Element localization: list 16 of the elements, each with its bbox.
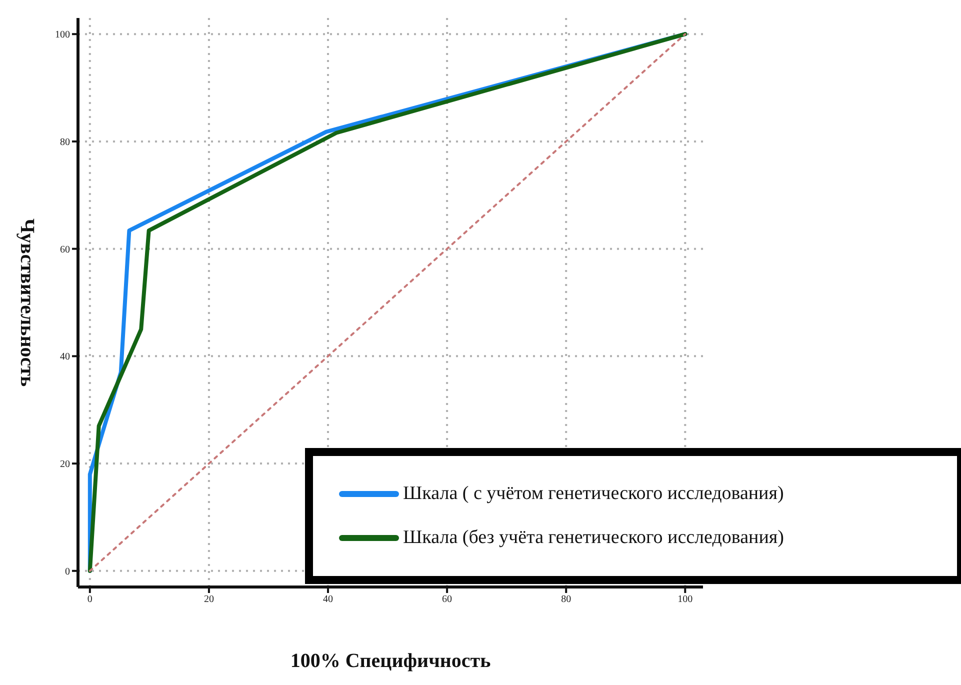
- y-tick-label: 100: [55, 30, 70, 41]
- y-tick-label: 40: [60, 352, 70, 363]
- y-tick-label: 20: [60, 459, 70, 470]
- legend-label: Шкала ( с учётом генетического исследования): [403, 482, 784, 506]
- x-axis-title: 100% Специфичность: [290, 650, 492, 672]
- legend-label: Шкала (без учёта генетического исследования): [403, 526, 784, 550]
- x-tick-label: 80: [561, 594, 572, 606]
- y-tick-label: 60: [60, 244, 70, 256]
- x-tick-label: 0: [87, 594, 92, 606]
- x-tick-label: 40: [323, 594, 333, 606]
- y-axis-title: Чувствительность: [16, 218, 38, 387]
- y-tick-label: 80: [60, 137, 70, 148]
- x-tick-label: 60: [442, 594, 452, 606]
- y-tick-label: 0: [65, 566, 70, 578]
- x-tick-label: 20: [204, 594, 214, 606]
- x-tick-label: 100: [678, 594, 693, 606]
